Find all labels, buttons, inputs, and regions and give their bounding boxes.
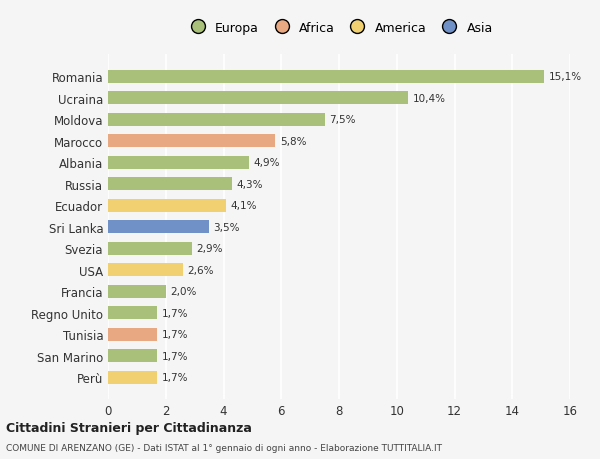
Text: 2,0%: 2,0% bbox=[170, 286, 196, 297]
Text: 3,5%: 3,5% bbox=[214, 222, 240, 232]
Text: 15,1%: 15,1% bbox=[548, 72, 581, 82]
Bar bbox=[108, 199, 226, 212]
Text: 2,9%: 2,9% bbox=[196, 244, 223, 254]
Text: 1,7%: 1,7% bbox=[161, 330, 188, 339]
Bar bbox=[108, 371, 157, 384]
Text: 10,4%: 10,4% bbox=[413, 94, 446, 104]
Text: Cittadini Stranieri per Cittadinanza: Cittadini Stranieri per Cittadinanza bbox=[6, 421, 252, 435]
Text: 7,5%: 7,5% bbox=[329, 115, 355, 125]
Legend: Europa, Africa, America, Asia: Europa, Africa, America, Asia bbox=[180, 17, 498, 39]
Text: 2,6%: 2,6% bbox=[187, 265, 214, 275]
Text: 1,7%: 1,7% bbox=[161, 308, 188, 318]
Text: 4,1%: 4,1% bbox=[231, 201, 257, 211]
Text: 1,7%: 1,7% bbox=[161, 372, 188, 382]
Bar bbox=[108, 113, 325, 127]
Bar bbox=[108, 285, 166, 298]
Bar bbox=[108, 307, 157, 319]
Bar bbox=[108, 349, 157, 362]
Text: 5,8%: 5,8% bbox=[280, 136, 307, 146]
Bar bbox=[108, 92, 409, 105]
Bar bbox=[108, 135, 275, 148]
Bar bbox=[108, 157, 250, 169]
Text: 4,9%: 4,9% bbox=[254, 158, 280, 168]
Bar bbox=[108, 221, 209, 234]
Bar bbox=[108, 242, 192, 255]
Text: COMUNE DI ARENZANO (GE) - Dati ISTAT al 1° gennaio di ogni anno - Elaborazione T: COMUNE DI ARENZANO (GE) - Dati ISTAT al … bbox=[6, 443, 442, 452]
Bar bbox=[108, 328, 157, 341]
Text: 4,3%: 4,3% bbox=[236, 179, 263, 189]
Bar bbox=[108, 263, 183, 276]
Text: 1,7%: 1,7% bbox=[161, 351, 188, 361]
Bar bbox=[108, 178, 232, 191]
Bar bbox=[108, 71, 544, 84]
